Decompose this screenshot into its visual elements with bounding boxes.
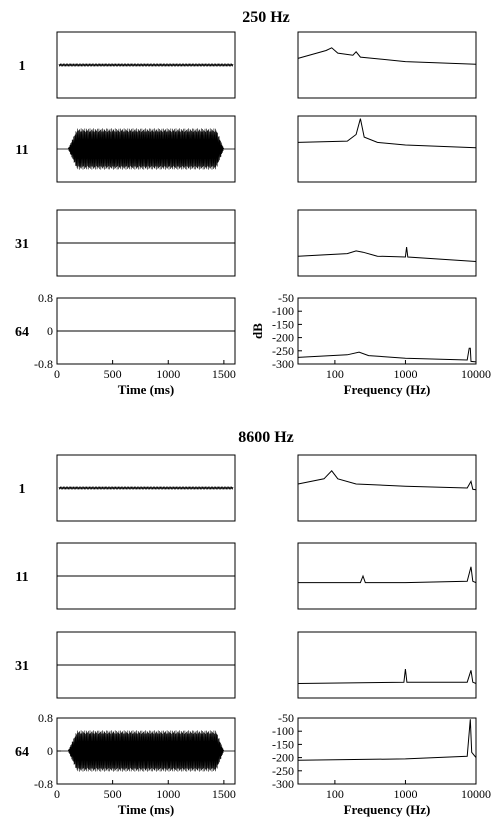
db-axis-label: dB — [250, 323, 265, 339]
freq-tick-label: 10000 — [461, 787, 491, 801]
db-tick-label: -100 — [272, 724, 294, 738]
db-tick-label: -250 — [272, 344, 294, 358]
amp-tick-label: 0.8 — [38, 291, 53, 305]
db-tick-label: -300 — [272, 777, 294, 791]
db-tick-label: -100 — [272, 304, 294, 318]
waveform-trace — [58, 63, 234, 67]
section-title: 8600 Hz — [238, 429, 294, 446]
row-label: 31 — [15, 237, 29, 252]
spectrum-trace — [298, 566, 477, 584]
row-label: 1 — [19, 59, 26, 74]
row-11: 11 — [15, 115, 477, 183]
db-tick-label: -200 — [272, 751, 294, 765]
db-tick-label: -150 — [272, 737, 294, 751]
spectrum-panel-frame — [297, 717, 477, 785]
row-label: 64 — [15, 325, 29, 340]
time-tick-label: 0 — [54, 367, 60, 381]
time-panel-frame — [56, 454, 236, 522]
amp-tick-label: -0.8 — [34, 777, 53, 791]
section-title: 250 Hz — [242, 9, 290, 26]
spectrum-trace — [297, 719, 477, 761]
spectrum-panel-frame — [297, 297, 477, 365]
spectrum-trace — [297, 668, 477, 684]
row-1: 1 — [19, 31, 477, 99]
spectrum-panel-frame — [297, 542, 477, 610]
time-tick-label: 1000 — [156, 787, 180, 801]
time-panel-frame — [56, 31, 236, 99]
spectrum-trace — [297, 118, 477, 149]
freq-axis-label: Frequency (Hz) — [344, 382, 431, 397]
time-tick-label: 1500 — [212, 367, 236, 381]
freq-tick-label: 100 — [326, 367, 344, 381]
waveform-trace — [67, 128, 225, 170]
freq-tick-label: 1000 — [393, 787, 417, 801]
amp-tick-label: 0 — [47, 744, 53, 758]
row-label: 31 — [15, 659, 29, 674]
freq-tick-label: 10000 — [461, 367, 491, 381]
freq-axis-label: Frequency (Hz) — [344, 802, 431, 817]
time-tick-label: 500 — [104, 367, 122, 381]
db-tick-label: -50 — [278, 291, 294, 305]
time-tick-label: 500 — [104, 787, 122, 801]
db-tick-label: -250 — [272, 764, 294, 778]
row-label: 11 — [15, 143, 28, 158]
spectrum-panel-frame — [297, 31, 477, 99]
time-axis-label: Time (ms) — [118, 382, 174, 397]
row-label: 11 — [15, 570, 28, 585]
amp-tick-label: 0.8 — [38, 711, 53, 725]
row-11: 11 — [15, 542, 477, 610]
freq-tick-label: 1000 — [393, 367, 417, 381]
amp-tick-label: 0 — [47, 324, 53, 338]
spectrum-panel-frame — [297, 115, 477, 183]
spectrum-trace — [297, 47, 477, 65]
db-tick-label: -50 — [278, 711, 294, 725]
waveform-trace — [58, 486, 234, 490]
spectrum-trace — [297, 246, 477, 262]
spectrum-trace — [297, 470, 477, 491]
waveform-trace — [67, 730, 225, 772]
spectrum-panel-frame — [297, 209, 477, 277]
row-label: 64 — [15, 745, 29, 760]
db-tick-label: -150 — [272, 317, 294, 331]
row-1: 1 — [19, 454, 477, 522]
time-tick-label: 0 — [54, 787, 60, 801]
freq-tick-label: 100 — [326, 787, 344, 801]
db-tick-label: -200 — [272, 331, 294, 345]
time-tick-label: 1000 — [156, 367, 180, 381]
time-axis-label: Time (ms) — [118, 802, 174, 817]
spectrum-panel-frame — [297, 631, 477, 699]
time-tick-label: 1500 — [212, 787, 236, 801]
spectrum-trace — [297, 347, 477, 363]
row-label: 1 — [19, 482, 26, 497]
row-31: 31 — [15, 209, 477, 277]
db-tick-label: -300 — [272, 357, 294, 371]
spectrum-panel-frame — [297, 454, 477, 522]
row-31: 31 — [15, 631, 477, 699]
amp-tick-label: -0.8 — [34, 357, 53, 371]
